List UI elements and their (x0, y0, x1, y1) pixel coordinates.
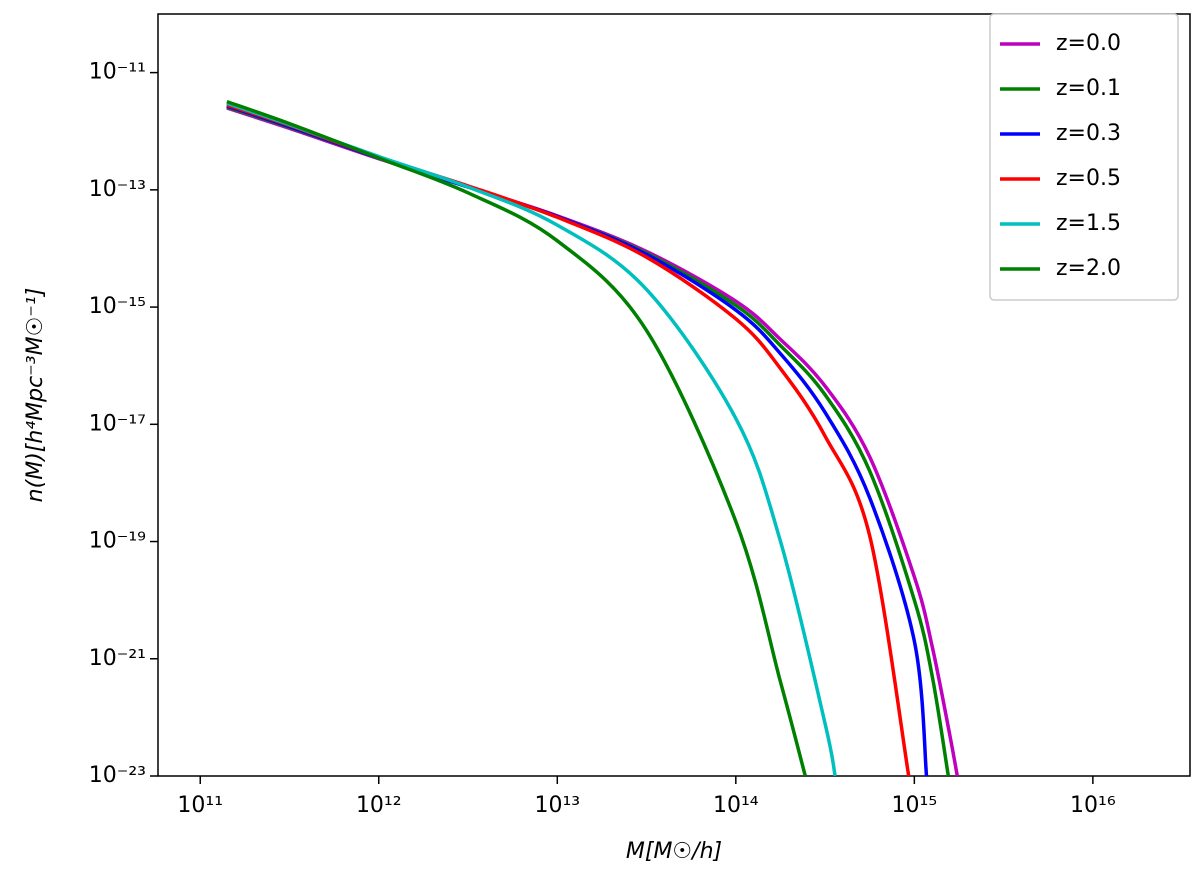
legend-label: z=1.5 (1056, 211, 1121, 236)
y-tick-label: 10⁻²¹ (89, 646, 146, 671)
x-axis-label: M[M☉/h] (626, 839, 722, 864)
y-tick-label: 10⁻²³ (89, 763, 146, 788)
legend-label: z=0.1 (1056, 76, 1121, 101)
y-tick-label: 10⁻¹⁹ (89, 529, 146, 554)
series-line (226, 104, 929, 776)
x-tick-label: 10¹² (356, 793, 402, 818)
plot-lines (226, 99, 960, 776)
series-line (226, 101, 837, 776)
series-line (226, 103, 911, 776)
y-axis-label: n(M)[h⁴Mpc⁻³M☉⁻¹] (23, 288, 48, 503)
x-tick-label: 10¹¹ (177, 793, 223, 818)
series-line (226, 106, 960, 776)
y-tick-label: 10⁻¹⁵ (89, 294, 146, 319)
x-tick-label: 10¹⁴ (713, 793, 759, 818)
legend-label: z=0.0 (1056, 31, 1121, 56)
x-tick-label: 10¹³ (534, 793, 580, 818)
legend-label: z=0.5 (1056, 166, 1121, 191)
y-tick-label: 10⁻¹¹ (89, 60, 146, 85)
legend-box (989, 13, 1179, 301)
x-tick-label: 10¹⁵ (892, 793, 938, 818)
plot-frame (157, 13, 1191, 777)
legend-label: z=2.0 (1056, 256, 1121, 281)
series-line (226, 99, 807, 776)
series-line (226, 105, 951, 776)
y-tick-label: 10⁻¹³ (89, 177, 146, 202)
legend-label: z=0.3 (1056, 121, 1121, 146)
y-tick-label: 10⁻¹⁷ (89, 411, 146, 436)
x-tick-label: 10¹⁶ (1070, 793, 1116, 818)
